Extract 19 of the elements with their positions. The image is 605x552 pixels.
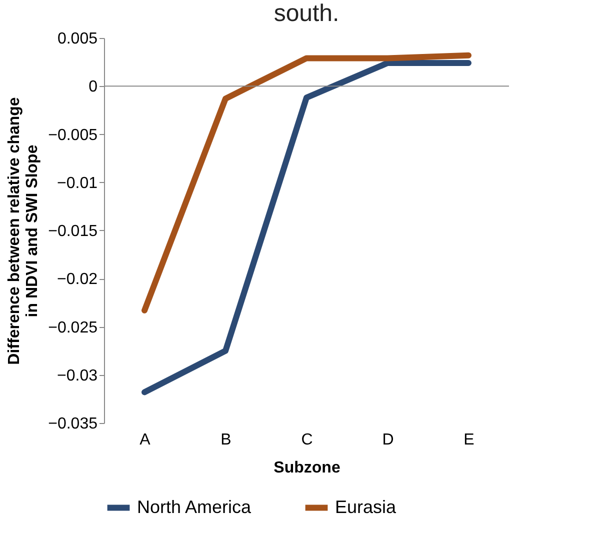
y-tick-label: −0.035 — [48, 416, 98, 432]
y-tick-label: −0.015 — [48, 223, 98, 240]
x-axis-title: Subzone — [274, 460, 340, 476]
x-tick-label: B — [220, 432, 232, 448]
chart-title: south. — [274, 0, 340, 27]
x-tick-label: C — [301, 432, 313, 448]
y-axis-title: Difference between relative change in NDVI and SWI Slope — [6, 97, 42, 365]
legend-label: North America — [137, 496, 252, 517]
y-tick-label: −0.02 — [57, 271, 98, 288]
x-tick-label: D — [382, 432, 394, 448]
x-tick-label: A — [140, 432, 151, 448]
legend-label: Eurasia — [335, 496, 398, 517]
y-tick-label: −0.005 — [48, 126, 98, 144]
y-tick-label: −0.03 — [57, 367, 98, 384]
y-tick-label: −0.01 — [57, 174, 98, 192]
y-tick-label: −0.025 — [48, 319, 98, 336]
y-tick-label: 0.005 — [57, 30, 98, 48]
y-tick-label: 0 — [88, 78, 98, 96]
x-tick-label: E — [464, 432, 474, 448]
